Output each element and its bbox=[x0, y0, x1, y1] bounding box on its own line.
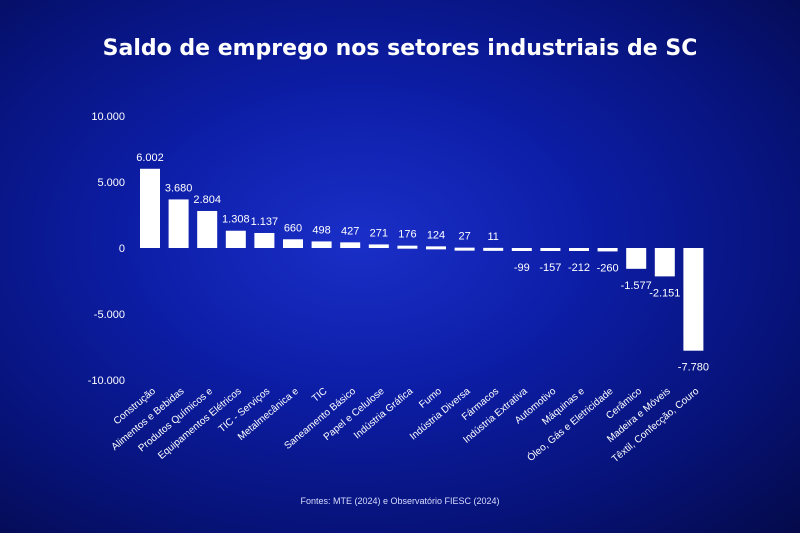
data-label: -157 bbox=[539, 262, 561, 274]
data-label: 1.137 bbox=[251, 216, 279, 228]
bar bbox=[654, 248, 675, 277]
bar bbox=[197, 210, 218, 248]
data-label: -7.780 bbox=[678, 362, 709, 374]
data-label: 2.804 bbox=[193, 194, 221, 206]
bar bbox=[569, 248, 589, 251]
data-label: 6.002 bbox=[136, 152, 164, 164]
bar bbox=[683, 248, 704, 351]
data-label: 271 bbox=[370, 227, 388, 239]
chart-title: Saldo de emprego nos setores industriais… bbox=[102, 36, 698, 61]
y-tick-label: 0 bbox=[119, 243, 125, 255]
data-label: 3.680 bbox=[165, 182, 193, 194]
data-label: 1.308 bbox=[222, 214, 250, 226]
x-tick-label: TIC bbox=[310, 386, 329, 405]
data-label: 176 bbox=[398, 229, 416, 241]
bar bbox=[597, 248, 618, 252]
bar bbox=[340, 242, 361, 248]
y-tick-label: -10.000 bbox=[88, 375, 125, 387]
source-note: Fontes: MTE (2024) e Observatório FIESC … bbox=[300, 496, 500, 506]
data-label: -99 bbox=[514, 262, 530, 274]
bar bbox=[626, 248, 647, 269]
data-label: -212 bbox=[568, 262, 590, 274]
data-label: -1.577 bbox=[621, 280, 652, 292]
y-tick-label: 5.000 bbox=[97, 177, 125, 189]
data-label: 498 bbox=[312, 224, 330, 236]
data-label: 124 bbox=[427, 229, 445, 241]
data-label: 427 bbox=[341, 225, 359, 237]
bar bbox=[511, 248, 532, 251]
bar bbox=[283, 239, 303, 248]
bar bbox=[254, 232, 275, 248]
bar bbox=[168, 199, 189, 248]
data-label: -2.151 bbox=[649, 287, 680, 299]
bar bbox=[540, 248, 561, 251]
y-tick-label: 10.000 bbox=[91, 111, 125, 123]
bar bbox=[454, 247, 475, 251]
data-label: 660 bbox=[284, 222, 302, 234]
data-label: -260 bbox=[597, 262, 619, 274]
data-label: 27 bbox=[458, 231, 470, 243]
bar bbox=[483, 247, 504, 251]
bar bbox=[426, 246, 446, 250]
bar bbox=[225, 230, 246, 248]
bar bbox=[397, 245, 418, 249]
y-tick-label: -5.000 bbox=[94, 309, 125, 321]
bar bbox=[140, 168, 160, 248]
data-label: 11 bbox=[487, 231, 498, 243]
bar bbox=[311, 241, 332, 248]
bar bbox=[368, 244, 389, 248]
